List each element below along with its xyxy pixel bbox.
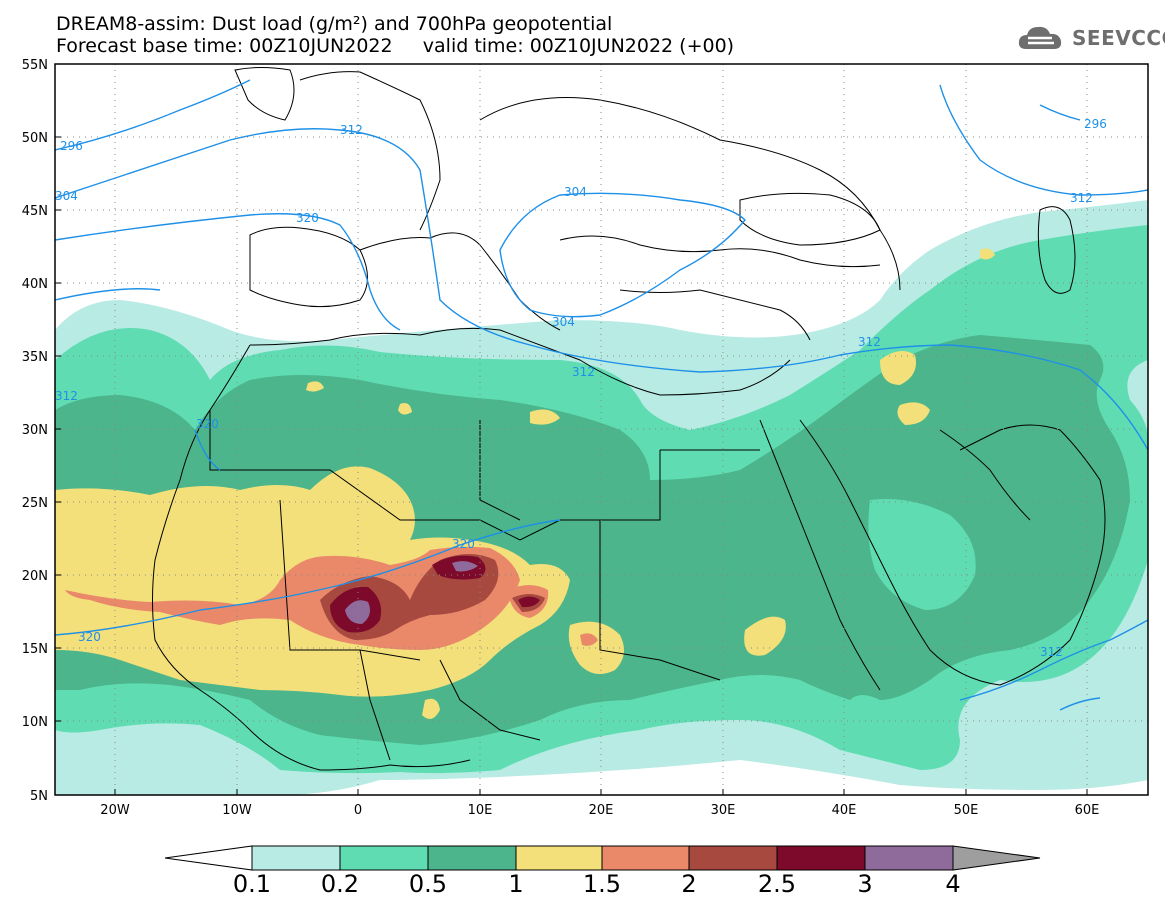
- colorbar-swatch: [776, 845, 866, 871]
- longitude-labels: 20W 10W 0 10E 20E 30E 40E 50E 60E: [100, 803, 1099, 818]
- logo-text: SEEVCCC: [1072, 26, 1165, 50]
- contour-label: 312: [55, 389, 78, 403]
- geopotential-contours: [55, 79, 1148, 711]
- colorbar-tick: 2: [681, 870, 696, 898]
- colorbar-tick-labels: 0.1 0.2 0.5 1 1.5 2 2.5 3 4: [233, 870, 961, 898]
- lat-label: 15N: [22, 642, 48, 657]
- colorbar-tick: 4: [945, 870, 960, 898]
- colorbar-swatch: [427, 845, 517, 871]
- dust-cutout-arabia: [868, 499, 976, 610]
- lon-label: 40E: [832, 803, 857, 818]
- colorbar-tick: 0.2: [321, 870, 359, 898]
- contour-label: 312: [858, 335, 881, 349]
- colorbar-tick: 2.5: [758, 870, 796, 898]
- lon-label: 50E: [954, 803, 979, 818]
- colorbar-tick: 0.5: [409, 870, 447, 898]
- lon-label: 0: [354, 803, 362, 818]
- contour-label: 312: [340, 123, 363, 137]
- contour-label: 312: [1040, 645, 1063, 659]
- lat-label: 55N: [22, 58, 48, 73]
- contour-label: 320: [196, 417, 219, 431]
- latitude-labels: 55N 50N 45N 40N 35N 30N 25N 20N 15N 10N …: [22, 58, 48, 804]
- lon-label: 10E: [468, 803, 493, 818]
- contour-label: 296: [1084, 117, 1107, 131]
- coastlines: [152, 67, 1106, 771]
- colorbar-swatch: [864, 845, 954, 871]
- contour-label: 312: [1070, 191, 1093, 205]
- colorbar-swatch: [688, 845, 778, 871]
- lat-label: 25N: [22, 496, 48, 511]
- contour-label: 304: [55, 189, 78, 203]
- cloud-icon: [1018, 26, 1062, 49]
- contour-label: 320: [452, 537, 475, 551]
- contour-label: 304: [564, 185, 587, 199]
- dust-shading: [55, 200, 1148, 795]
- colorbar-swatch: [339, 845, 429, 871]
- colorbar-tick: 1.5: [583, 870, 621, 898]
- lon-label: 60E: [1075, 803, 1100, 818]
- lon-label: 20E: [589, 803, 614, 818]
- colorbar-max-arrow: [952, 845, 1041, 871]
- dust-layer-dark: [330, 555, 540, 633]
- contour-label: 304: [552, 315, 575, 329]
- lon-label: 20W: [100, 803, 130, 818]
- lat-label: 30N: [22, 423, 48, 438]
- lat-label: 40N: [22, 277, 48, 292]
- colorbar-swatch: [515, 845, 603, 871]
- lat-label: 35N: [22, 350, 48, 365]
- map-title: DREAM8-assim: Dust load (g/m²) and 700hP…: [56, 13, 613, 35]
- colorbar-swatch: [251, 845, 341, 871]
- map-subtitle: Forecast base time: 00Z10JUN2022 valid t…: [56, 35, 735, 57]
- colorbar-tick: 3: [857, 870, 872, 898]
- colorbar-swatch: [601, 845, 690, 871]
- lat-label: 45N: [22, 204, 48, 219]
- colorbar-tick: 1: [508, 870, 523, 898]
- lon-label: 10W: [222, 803, 252, 818]
- lat-label: 20N: [22, 569, 48, 584]
- lat-label: 50N: [22, 131, 48, 146]
- colorbar: [164, 845, 1041, 871]
- axis-ticks: [55, 136, 1088, 795]
- lat-label: 10N: [22, 715, 48, 730]
- lat-label: 5N: [30, 789, 48, 804]
- seevccc-logo: SEEVCCC: [1016, 22, 1165, 54]
- contour-label: 312: [572, 365, 595, 379]
- contour-label: 320: [296, 211, 319, 225]
- graticule: [55, 64, 1148, 795]
- contour-label: 320: [78, 630, 101, 644]
- lon-label: 30E: [711, 803, 736, 818]
- colorbar-min-arrow: [164, 845, 253, 871]
- colorbar-tick: 0.1: [233, 870, 271, 898]
- contour-label-group: 296 312 304 320 304 304 312 320 312 320 …: [55, 117, 1107, 659]
- contour-label: 296: [60, 139, 83, 153]
- dust-layer-purple: [345, 561, 478, 624]
